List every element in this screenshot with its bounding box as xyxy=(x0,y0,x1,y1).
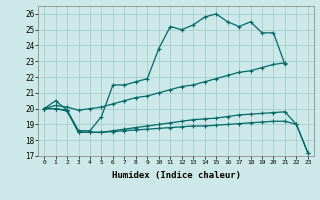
X-axis label: Humidex (Indice chaleur): Humidex (Indice chaleur) xyxy=(111,171,241,180)
